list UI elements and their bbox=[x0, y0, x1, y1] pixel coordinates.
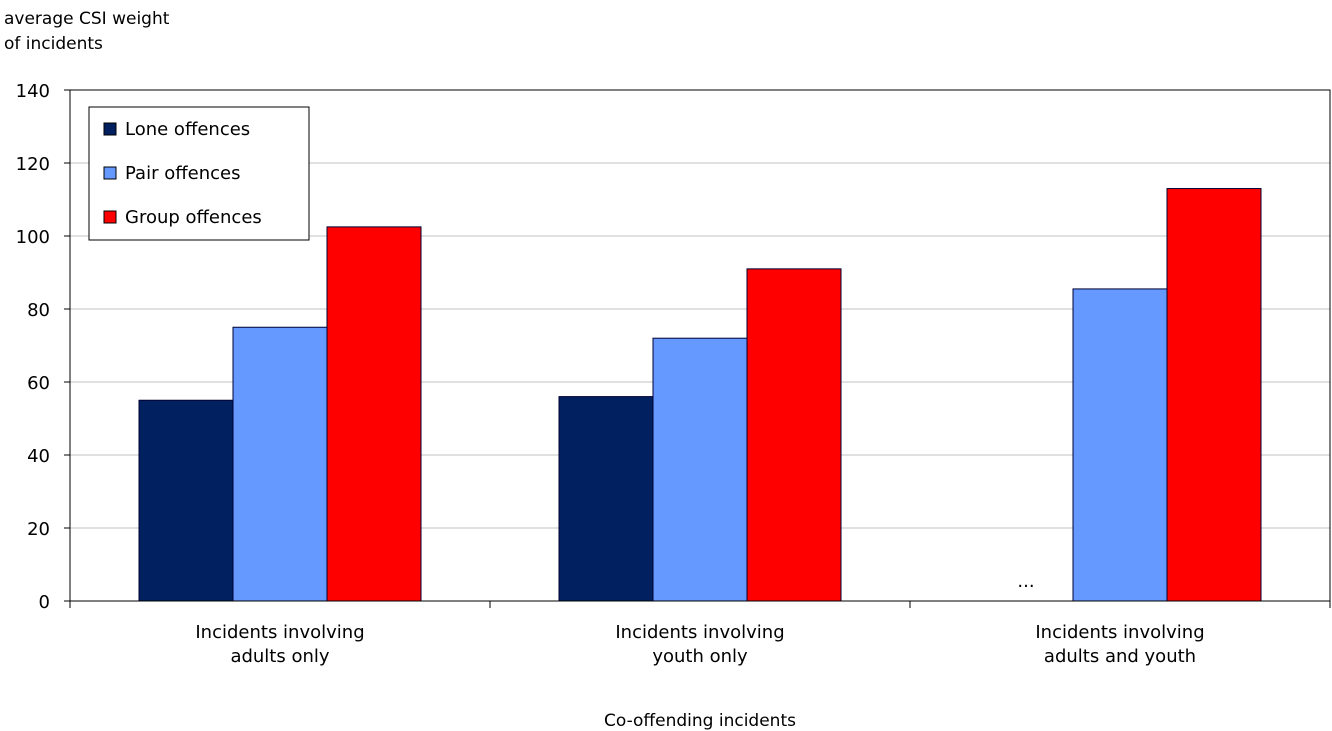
bar bbox=[326, 226, 422, 602]
bar bbox=[746, 268, 842, 602]
legend-label: Pair offences bbox=[125, 163, 240, 184]
bar bbox=[558, 396, 654, 602]
y-axis-title-line1: average CSI weight bbox=[4, 9, 170, 29]
legend-swatch bbox=[103, 210, 117, 224]
y-tick-label: 80 bbox=[27, 300, 50, 321]
y-tick-label: 0 bbox=[39, 592, 50, 613]
category-label: Incidents involving bbox=[195, 622, 364, 643]
legend-label: Lone offences bbox=[125, 119, 250, 140]
bar bbox=[138, 399, 234, 602]
axes: 0 20 40 60 80 100 120 140 Incidents involving adu… bbox=[16, 81, 1331, 667]
category-label: Incidents involving bbox=[1035, 622, 1204, 643]
y-axis-title-line2: of incidents bbox=[4, 34, 103, 54]
bar bbox=[1072, 288, 1168, 602]
y-tick-label: 20 bbox=[27, 519, 50, 540]
bar bbox=[652, 337, 748, 602]
legend: Lone offences Pair offences Group offences bbox=[88, 106, 310, 241]
legend-swatch bbox=[103, 166, 117, 180]
category-label: adults only bbox=[230, 646, 329, 667]
y-tick-label: 100 bbox=[16, 227, 50, 248]
y-tick-label: 140 bbox=[16, 81, 50, 102]
y-tick-label: 40 bbox=[27, 446, 50, 467]
bar bbox=[1166, 188, 1262, 602]
legend-box bbox=[88, 106, 310, 241]
y-tick-label: 60 bbox=[27, 373, 50, 394]
category-label: youth only bbox=[652, 646, 748, 667]
legend-label: Group offences bbox=[125, 207, 262, 228]
category-label: adults and youth bbox=[1044, 646, 1196, 667]
missing-value-label: ... bbox=[1017, 571, 1034, 592]
y-tick-label: 120 bbox=[16, 154, 50, 175]
bars: ... bbox=[138, 188, 1262, 602]
bar bbox=[232, 326, 328, 602]
x-axis-title: Co-offending incidents bbox=[604, 711, 796, 731]
category-label: Incidents involving bbox=[615, 622, 784, 643]
legend-swatch bbox=[103, 122, 117, 136]
